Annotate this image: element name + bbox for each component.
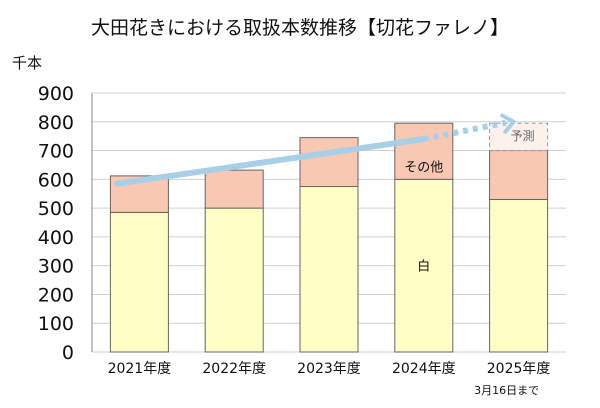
x-tick-label: 2024年度 (392, 361, 456, 377)
y-tick-label: 400 (38, 227, 74, 249)
labels-layer: 0 100 200 300 400 500 600 700 800 900 2021年度 2022年度… (38, 83, 551, 397)
category-note: 3月16日まで (474, 384, 539, 397)
y-tick-label: 700 (38, 141, 74, 163)
y-axis-unit: 千本 (12, 54, 42, 72)
y-tick-label: 800 (38, 112, 74, 134)
x-tick-label: 2023年度 (297, 361, 361, 377)
x-tick-label: 2022年度 (202, 361, 266, 377)
series-label-white: 白 (417, 259, 430, 275)
y-tick-label: 0 (62, 342, 74, 364)
trend-arrow-layer (114, 113, 516, 187)
bar-white-0 (109, 211, 169, 353)
trend-arrow-solid (114, 136, 427, 187)
y-tick-label: 300 (38, 256, 74, 278)
y-tick-label: 200 (38, 284, 74, 306)
x-tick-label: 2021年度 (108, 361, 172, 377)
forecast-box (489, 122, 549, 152)
forecast-label: 予測 (511, 129, 535, 143)
series-label-other: その他 (404, 160, 443, 175)
bar-other-1 (204, 169, 264, 209)
bar-white-2 (299, 186, 359, 353)
bar-white-3 (394, 178, 454, 353)
y-tick-label: 100 (38, 313, 74, 335)
trend-arrow-head (500, 113, 516, 134)
bar-other-4 (489, 150, 549, 200)
trend-arrow-dotted (423, 119, 507, 142)
y-tick-label: 500 (38, 198, 74, 220)
bars-layer (109, 122, 549, 353)
bar-white-1 (204, 207, 264, 353)
bar-white-4 (489, 198, 549, 353)
x-tick-label: 2025年度 (487, 361, 551, 377)
bar-other-2 (299, 137, 359, 188)
chart-title: 大田花きにおける取扱本数推移【切花ファレノ】 (91, 17, 509, 39)
y-tick-label: 900 (38, 83, 74, 105)
y-tick-label: 600 (38, 169, 74, 191)
